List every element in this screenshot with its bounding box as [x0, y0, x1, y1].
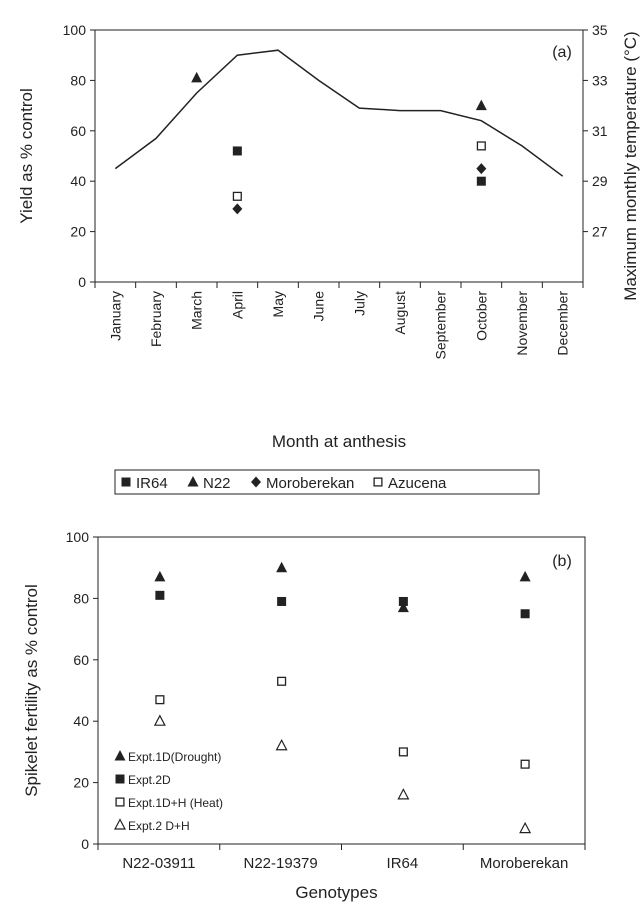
panel-b-ytick-label: 40 — [73, 713, 89, 729]
panel-a-month-label: September — [433, 291, 449, 360]
panel-b-series-3-point — [519, 821, 532, 834]
panel-a-y2tick-label: 29 — [592, 173, 608, 189]
panel-b-ytick-label: 100 — [66, 529, 90, 545]
panel-b-series-2-point — [398, 747, 408, 757]
panel-b-legend-label: Expt.1D+H (Heat) — [128, 796, 223, 810]
panel-a-legend-label: IR64 — [136, 475, 168, 492]
panel-b-series-3-point — [153, 714, 166, 726]
panel-a-ir64-point — [232, 146, 242, 156]
panel-b-series-1-point — [155, 590, 165, 600]
panel-a-month-label: July — [351, 291, 367, 316]
panel-a-month-label: February — [148, 291, 164, 347]
panel-a-legend: IR64 N22 Moroberekan Azucena — [114, 469, 540, 495]
panel-a-ytick-label: 100 — [63, 22, 87, 38]
panel-a-y2tick-label: 33 — [592, 72, 608, 88]
panel-a-y2tick-label: 35 — [592, 22, 608, 38]
panel-a-month-label: April — [229, 291, 245, 319]
panel-b-legend-label: Expt.1D(Drought) — [128, 750, 221, 764]
panel-a-legend-marker-0 — [121, 477, 131, 487]
panel-a-month-label: October — [473, 291, 489, 341]
panel-b-series-3-point — [397, 788, 410, 800]
panel-a-azucena-point — [232, 191, 242, 201]
panel-b-legend-marker-2 — [115, 797, 125, 807]
panel-a-legend-label: Moroberekan — [266, 475, 354, 492]
panel-a-label: (a) — [552, 44, 572, 61]
panel-a-y2tick-label: 27 — [592, 224, 608, 240]
panel-b-ytick-label: 80 — [73, 590, 89, 606]
panel-b-legend-label: Expt.2D — [128, 773, 171, 787]
panel-b-series-3-point — [275, 738, 288, 751]
panel-a-legend-label: Azucena — [388, 475, 447, 492]
panel-a-ir64-point — [476, 176, 486, 186]
panel-b-series-2-point — [520, 759, 530, 769]
panel-b-genotype-label: N22-19379 — [244, 855, 318, 872]
panel-a-moroberekan-point — [232, 203, 243, 215]
panel-a-azucena-point — [476, 141, 486, 151]
panel-a-ytick-label: 80 — [70, 72, 86, 88]
panel-b-label: (b) — [552, 553, 572, 570]
panel-b-y-axis-title: Spikelet fertility as % control — [22, 584, 41, 797]
panel-b-series-1-point — [277, 596, 287, 606]
panel-b-ytick-label: 0 — [81, 836, 89, 852]
panel-b-series-0-point — [397, 601, 409, 613]
panel-b-genotype-label: IR64 — [387, 855, 419, 872]
panel-a-legend-marker-2 — [251, 476, 261, 488]
panel-a-ytick-label: 0 — [78, 274, 86, 290]
panel-b-genotype-label: Moroberekan — [480, 855, 568, 872]
panel-a-month-label: March — [189, 291, 205, 330]
panel-a-ytick-label: 40 — [70, 173, 86, 189]
panel-a-x-axis-title: Month at anthesis — [272, 432, 406, 451]
panel-b-ytick-label: 60 — [73, 652, 89, 668]
panel-b-series-1-point — [398, 596, 408, 606]
panel-a-legend-marker-1 — [187, 476, 199, 487]
panel-a-legend-box — [114, 469, 540, 495]
panel-b-series-1-point — [520, 609, 530, 619]
panel-a-month-label: December — [555, 291, 571, 356]
panel-b-x-axis-title: Genotypes — [295, 883, 377, 902]
panel-b-series-2-point — [277, 676, 287, 686]
panel-a-chart: 0 20 40 60 80 100 27 29 31 33 35 January February Mar… — [17, 22, 640, 451]
panel-a-frame — [94, 29, 584, 283]
panel-a-y2-axis-title: Maximum monthly temperature (°C) — [621, 31, 640, 300]
panel-a-month-label: January — [107, 291, 123, 341]
panel-b-series-0-point — [276, 561, 288, 573]
panel-a-moroberekan-point — [476, 163, 487, 175]
panel-a-month-label: November — [514, 291, 530, 356]
panel-a-legend-label: N22 — [203, 475, 231, 492]
panel-b-series-0-point — [154, 570, 166, 582]
panel-a-y-axis-title: Yield as % control — [17, 88, 36, 223]
panel-a-month-label: June — [311, 291, 327, 322]
panel-b-legend-marker-1 — [115, 774, 125, 784]
panel-a-month-label: May — [270, 291, 286, 317]
panel-b-series-0-point — [519, 570, 531, 582]
panel-b-chart: 0 20 40 60 80 100 N22-03911 N22-19379 IR64 Morobe… — [22, 529, 586, 902]
panel-b-ytick-label: 20 — [73, 775, 89, 791]
panel-a-legend-marker-3 — [373, 477, 383, 487]
panel-b-genotype-label: N22-03911 — [122, 855, 195, 872]
panel-b-legend-label: Expt.2 D+H — [128, 819, 190, 833]
panel-a-y2tick-label: 31 — [592, 123, 608, 139]
panel-b-legend-marker-0 — [114, 750, 126, 761]
panel-b-legend-marker-3 — [114, 818, 126, 830]
panel-a-n22-point — [191, 71, 203, 83]
panel-a-n22-point — [475, 99, 487, 111]
panel-a-temperature-line — [114, 49, 564, 177]
panel-a-month-label: August — [392, 291, 408, 335]
panel-a-ytick-label: 20 — [70, 224, 86, 240]
panel-b-series-2-point — [155, 695, 165, 705]
panel-a-ytick-label: 60 — [70, 123, 86, 139]
